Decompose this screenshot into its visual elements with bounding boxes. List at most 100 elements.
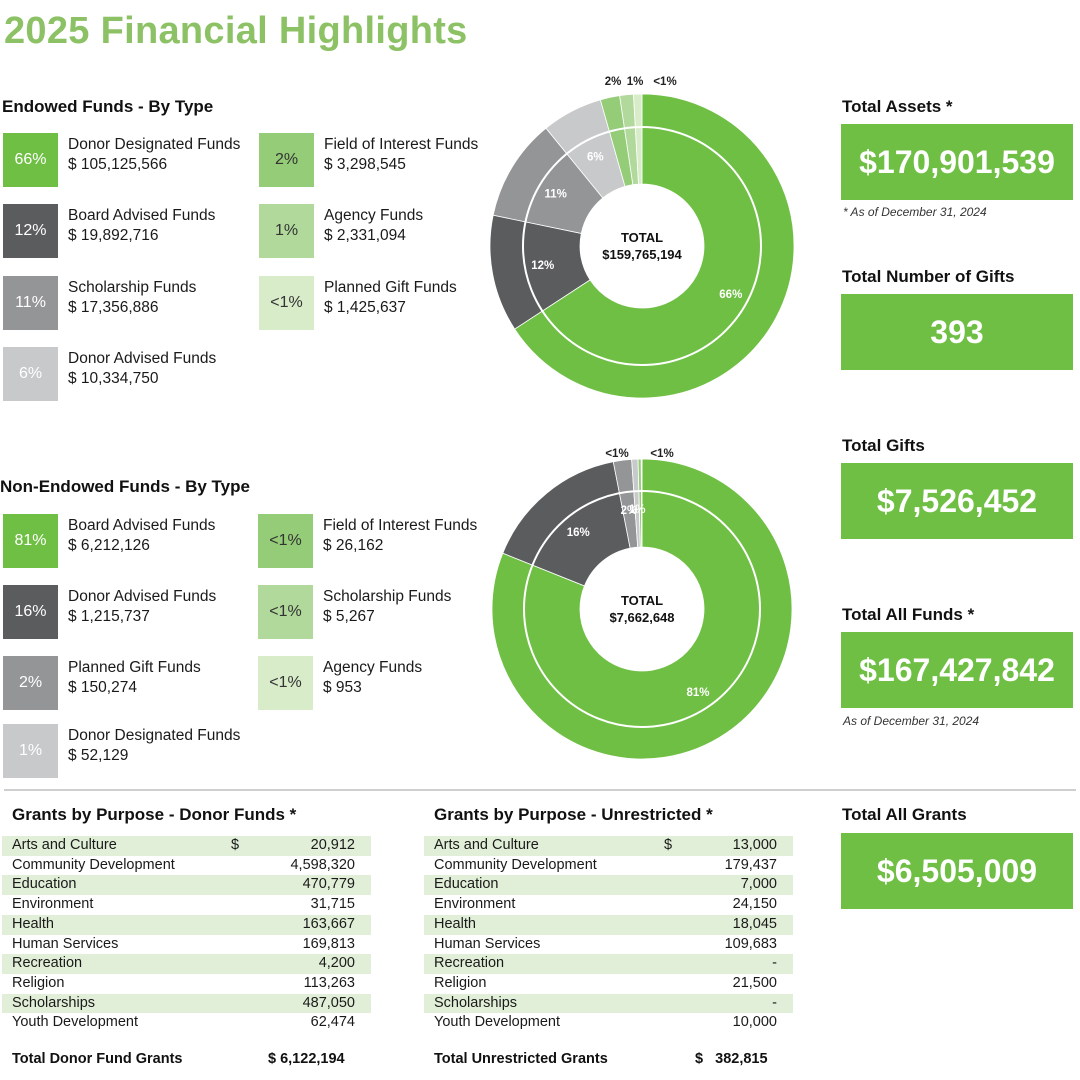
legend-fund-amount: $ 6,212,126 bbox=[68, 537, 150, 554]
table-row: Community Development 4,598,320 bbox=[2, 856, 371, 876]
legend-fund-name: Donor Designated Funds bbox=[68, 136, 241, 153]
grant-purpose: Scholarships bbox=[2, 993, 232, 1014]
donut-slice-label: <1% bbox=[653, 76, 676, 88]
donut-ring-line bbox=[522, 126, 762, 366]
legend-fund-amount: $ 3,298,545 bbox=[324, 156, 406, 173]
table-row: Recreation 4,200 bbox=[2, 954, 371, 974]
grants-unrestricted-total-label: Total Unrestricted Grants bbox=[434, 1051, 608, 1067]
legend-fund-amount: $ 17,356,886 bbox=[68, 299, 159, 316]
table-row: Environment 31,715 bbox=[2, 895, 371, 915]
grant-purpose: Scholarships bbox=[424, 993, 665, 1014]
table-row: Youth Development 10,000 bbox=[424, 1013, 793, 1033]
grant-amount: 7,000 bbox=[684, 875, 793, 896]
grant-purpose: Recreation bbox=[2, 954, 232, 974]
legend-fund-name: Agency Funds bbox=[324, 207, 424, 224]
grant-purpose: Health bbox=[2, 914, 232, 935]
table-row: Human Services 169,813 bbox=[2, 935, 371, 955]
legend-item: 2% Field of Interest Funds $ 3,298,545 bbox=[259, 133, 504, 187]
legend-swatch: 16% bbox=[3, 585, 58, 639]
legend-fund-name: Board Advised Funds bbox=[68, 207, 216, 224]
legend-fund-amount: $ 2,331,094 bbox=[324, 227, 406, 244]
grants-unrestricted-table: Arts and Culture $13,000 Community Develop… bbox=[424, 836, 793, 1033]
grants-donor-total-value: $ 6,122,194 bbox=[268, 1051, 345, 1067]
grants-donor-table: Arts and Culture $20,912 Community Develop… bbox=[2, 836, 371, 1033]
donut-slice-label: 2% bbox=[621, 505, 638, 517]
legend-item: 81% Board Advised Funds $ 6,212,126 bbox=[3, 514, 248, 568]
grant-purpose: Youth Development bbox=[434, 1014, 561, 1031]
total-gifts-label: Total Gifts bbox=[842, 436, 925, 455]
total-all-funds-value: $167,427,842 bbox=[841, 632, 1073, 708]
legend-fund-name: Field of Interest Funds bbox=[323, 517, 478, 534]
legend-fund-amount: $ 26,162 bbox=[323, 537, 384, 554]
grant-purpose: Religion bbox=[434, 974, 487, 991]
legend-swatch: 11% bbox=[3, 276, 58, 330]
grant-purpose: Religion bbox=[12, 974, 65, 991]
grant-amount: 113,263 bbox=[303, 974, 355, 991]
grant-currency bbox=[664, 1013, 684, 1033]
grant-amount: 163,667 bbox=[251, 914, 371, 935]
donut-slice-label: <1% bbox=[650, 448, 673, 460]
donut-slice-label: 1% bbox=[629, 504, 646, 516]
table-row: Arts and Culture $13,000 bbox=[424, 836, 793, 856]
grants-unrestricted-heading: Grants by Purpose - Unrestricted * bbox=[434, 805, 713, 824]
grant-currency bbox=[664, 935, 684, 955]
grant-currency bbox=[231, 935, 251, 955]
legend-fund-amount: $ 1,215,737 bbox=[68, 608, 150, 625]
grant-currency bbox=[231, 875, 252, 896]
legend-fund-name: Donor Advised Funds bbox=[68, 350, 217, 367]
legend-item: 1% Agency Funds $ 2,331,094 bbox=[259, 204, 504, 258]
table-row: Arts and Culture $20,912 bbox=[2, 836, 371, 856]
donut-slice-label: 12% bbox=[531, 260, 554, 272]
table-row: Education 470,779 bbox=[2, 875, 371, 896]
legend-fund-amount: $ 5,267 bbox=[323, 608, 375, 625]
legend-item: <1% Planned Gift Funds $ 1,425,637 bbox=[259, 276, 504, 330]
grant-currency bbox=[231, 914, 252, 935]
donut-slice-label: <1% bbox=[605, 448, 628, 460]
legend-item: 12% Board Advised Funds $ 19,892,716 bbox=[3, 204, 248, 258]
donut-slice-label: 6% bbox=[587, 151, 604, 163]
donut-center-label: TOTAL bbox=[621, 593, 663, 608]
endowed-heading: Endowed Funds - By Type bbox=[2, 97, 214, 116]
grant-purpose: Health bbox=[424, 914, 665, 935]
grant-amount: 487,050 bbox=[251, 993, 371, 1014]
nonendowed-heading: Non-Endowed Funds - By Type bbox=[0, 477, 250, 496]
grant-currency: $ bbox=[231, 836, 252, 856]
nonendowed-donut-chart: 81%16%2%1%<1%<1%<1%TOTAL$7,662,648 bbox=[491, 448, 793, 760]
legend-fund-name: Donor Designated Funds bbox=[68, 727, 241, 744]
grant-currency bbox=[664, 895, 684, 915]
total-all-funds-label: Total All Funds * bbox=[842, 605, 975, 624]
legend-fund-amount: $ 19,892,716 bbox=[68, 227, 159, 244]
legend-item: 11% Scholarship Funds $ 17,356,886 bbox=[3, 276, 248, 330]
table-row: Scholarships 487,050 bbox=[2, 993, 371, 1014]
grants-donor-total-label: Total Donor Fund Grants bbox=[12, 1051, 183, 1067]
grant-amount: 24,150 bbox=[732, 896, 777, 913]
donut-slice bbox=[633, 93, 643, 185]
grant-currency bbox=[664, 856, 684, 876]
grant-currency bbox=[231, 954, 252, 974]
legend-fund-name: Field of Interest Funds bbox=[324, 136, 479, 153]
legend-fund-amount: $ 953 bbox=[323, 679, 362, 696]
table-row: Health 18,045 bbox=[424, 914, 793, 935]
donut-slice-label: 16% bbox=[567, 527, 590, 539]
grant-amount: 21,500 bbox=[732, 974, 777, 991]
grant-amount: 4,598,320 bbox=[290, 856, 355, 873]
grant-amount: - bbox=[684, 954, 793, 974]
legend-fund-amount: $ 52,129 bbox=[68, 747, 129, 764]
donut-ring-line bbox=[523, 490, 761, 728]
grants-unrestricted-total-value: $ 382,815 bbox=[695, 1051, 768, 1067]
grant-currency bbox=[664, 914, 685, 935]
legend-swatch: <1% bbox=[258, 585, 313, 639]
donut-center-value: $7,662,648 bbox=[609, 610, 674, 625]
legend-fund-name: Donor Advised Funds bbox=[68, 588, 217, 605]
total-all-funds-note: As of December 31, 2024 bbox=[843, 714, 980, 728]
grant-amount: 4,200 bbox=[251, 954, 371, 974]
legend-swatch: 81% bbox=[3, 514, 58, 568]
grant-currency bbox=[664, 993, 685, 1014]
legend-fund-amount: $ 150,274 bbox=[68, 679, 137, 696]
donut-slice-label: 1% bbox=[627, 76, 644, 88]
grant-amount: 18,045 bbox=[684, 914, 793, 935]
table-row: Human Services 109,683 bbox=[424, 935, 793, 955]
endowed-donut-chart: 66% 12% 11% 6% 2% 1% <1% TOTAL $159,765,194 bbox=[489, 76, 794, 399]
donut-slice bbox=[491, 458, 793, 760]
grant-purpose: Youth Development bbox=[12, 1014, 139, 1031]
